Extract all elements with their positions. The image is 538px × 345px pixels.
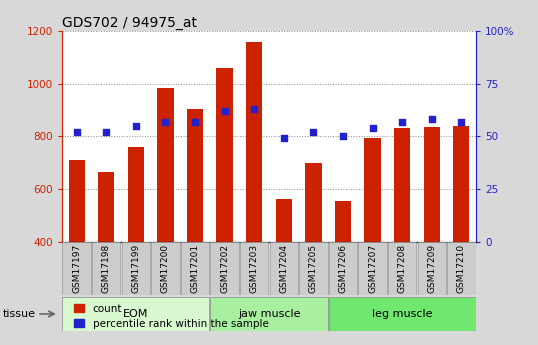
Point (72, 129, 81, 135)
Bar (305, 162, 322, 242)
Text: GSM17210: GSM17210 (457, 244, 466, 293)
Bar (128, 147, 144, 242)
FancyBboxPatch shape (388, 241, 416, 295)
FancyBboxPatch shape (210, 241, 239, 295)
Bar (423, 127, 440, 242)
FancyBboxPatch shape (270, 241, 298, 295)
Text: GSM17209: GSM17209 (427, 244, 436, 293)
Point (102, 129, 111, 135)
Legend: count, percentile rank within the sample: count, percentile rank within the sample (70, 299, 273, 333)
Bar (187, 109, 203, 242)
FancyBboxPatch shape (240, 241, 268, 295)
Bar (453, 126, 470, 242)
Text: GSM17207: GSM17207 (368, 244, 377, 293)
Bar (394, 128, 410, 242)
Text: GSM17206: GSM17206 (338, 244, 348, 293)
Point (398, 119, 406, 124)
Text: jaw muscle: jaw muscle (238, 309, 300, 319)
Text: GSM17205: GSM17205 (309, 244, 318, 293)
Bar (157, 88, 174, 241)
FancyBboxPatch shape (62, 297, 209, 331)
Text: GSM17200: GSM17200 (161, 244, 170, 293)
FancyBboxPatch shape (358, 241, 387, 295)
Text: leg muscle: leg muscle (372, 309, 433, 319)
Text: GSM17204: GSM17204 (279, 244, 288, 293)
Text: GSM17197: GSM17197 (72, 244, 81, 294)
FancyBboxPatch shape (447, 241, 476, 295)
Text: GSM17208: GSM17208 (398, 244, 407, 293)
Text: GSM17198: GSM17198 (102, 244, 111, 294)
Point (161, 119, 170, 124)
Point (427, 117, 436, 122)
Text: GSM17202: GSM17202 (220, 244, 229, 293)
Bar (68, 160, 85, 242)
Text: GSM17199: GSM17199 (131, 244, 140, 294)
FancyBboxPatch shape (417, 241, 446, 295)
Point (190, 119, 199, 124)
FancyBboxPatch shape (151, 241, 180, 295)
Bar (275, 199, 292, 242)
Point (309, 129, 317, 135)
Point (279, 136, 288, 141)
Point (131, 123, 140, 128)
Bar (335, 201, 351, 242)
Point (250, 106, 258, 112)
Text: EOM: EOM (123, 309, 148, 319)
Text: GSM17203: GSM17203 (250, 244, 259, 293)
Text: tissue: tissue (3, 309, 36, 319)
Point (457, 119, 465, 124)
Text: GDS702 / 94975_at: GDS702 / 94975_at (62, 16, 197, 30)
Point (339, 134, 348, 139)
Point (368, 125, 377, 131)
FancyBboxPatch shape (299, 241, 328, 295)
FancyBboxPatch shape (62, 241, 91, 295)
FancyBboxPatch shape (181, 241, 209, 295)
FancyBboxPatch shape (329, 297, 476, 331)
Point (220, 108, 229, 114)
Bar (98, 172, 115, 242)
FancyBboxPatch shape (210, 297, 328, 331)
Bar (364, 138, 381, 241)
FancyBboxPatch shape (122, 241, 150, 295)
Bar (216, 68, 233, 241)
Bar (246, 41, 263, 242)
FancyBboxPatch shape (92, 241, 121, 295)
FancyBboxPatch shape (329, 241, 357, 295)
Text: GSM17201: GSM17201 (190, 244, 200, 293)
